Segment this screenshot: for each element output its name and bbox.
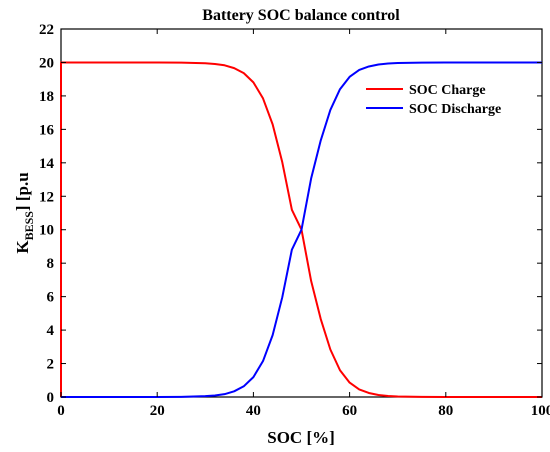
y-tick-label: 14 [39,156,55,172]
legend-box [358,77,522,121]
y-tick-label: 2 [47,357,55,373]
y-tick-label: 18 [39,89,54,105]
y-tick-label: 16 [39,122,55,138]
y-tick-label: 10 [39,223,54,239]
legend-label-soc-charge: SOC Charge [409,83,486,98]
y-tick-label: 8 [47,256,55,272]
x-tick-label: 20 [150,403,165,419]
y-axis-title-rest: ] [p.u [13,172,32,211]
x-axis-title: SOC [%] [267,428,335,447]
y-tick-label: 6 [47,290,55,306]
legend-label-soc-discharge: SOC Discharge [409,102,501,117]
x-tick-label: 100 [531,403,550,419]
x-tick-label: 60 [342,403,357,419]
y-axis-title-subscript: BESS [22,211,36,241]
x-tick-label: 40 [246,403,261,419]
y-tick-label: 22 [39,22,54,38]
x-axis-ticks: 0 20 40 60 80 100 [57,29,550,419]
y-axis-title: KBESS] [p.u [13,172,36,253]
chart-title: Battery SOC balance control [202,7,400,24]
y-tick-label: 0 [47,390,55,406]
y-tick-label: 12 [39,189,54,205]
y-tick-label: 4 [47,323,55,339]
x-tick-label: 0 [57,403,65,419]
y-tick-label: 20 [39,55,54,71]
legend: SOC Charge SOC Discharge [358,77,522,121]
series-layer [60,61,542,398]
x-tick-label: 80 [438,403,453,419]
y-axis-title-main: K [13,240,32,254]
y-axis-ticks: 0 2 4 6 8 10 12 14 16 18 20 22 [39,22,542,406]
series-line-soc-discharge [61,61,542,398]
series-line-soc-charge [60,61,542,398]
